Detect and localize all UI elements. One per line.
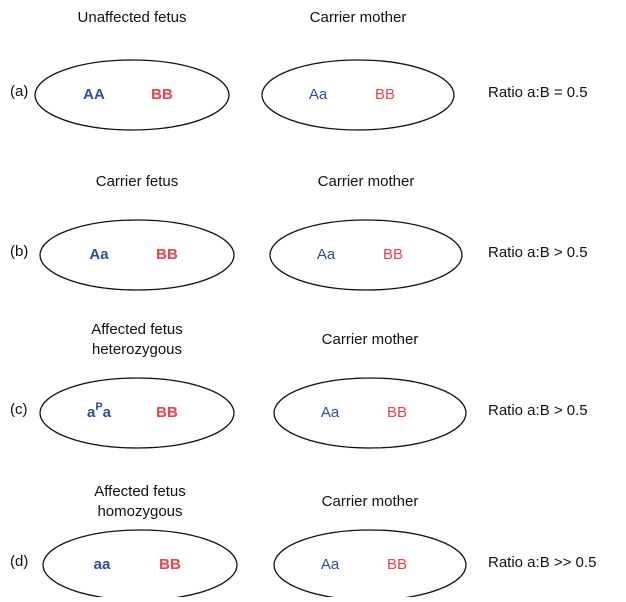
fetus-title: homozygous bbox=[97, 503, 182, 520]
fetus-other: BB bbox=[156, 404, 178, 421]
row-label: (d) bbox=[10, 553, 28, 570]
fetus-cell bbox=[34, 59, 230, 131]
fetus-genotype: aPa bbox=[87, 401, 112, 421]
row: (d) Affected fetus homozygous Carrier mothe… bbox=[10, 483, 596, 601]
mother-genotype: Aa bbox=[317, 246, 336, 263]
ratio: Ratio a:B > 0.5 bbox=[488, 402, 588, 419]
ratio: Ratio a:B = 0.5 bbox=[488, 84, 588, 101]
fetus-title: Carrier fetus bbox=[96, 173, 179, 190]
mother-title: Carrier mother bbox=[322, 493, 419, 510]
fetus-cell bbox=[39, 219, 235, 291]
mother-cell bbox=[269, 219, 463, 291]
fetus-other: BB bbox=[156, 246, 178, 263]
mother-cell bbox=[273, 529, 467, 601]
mother-other: BB bbox=[383, 246, 403, 263]
fetus-cell bbox=[42, 529, 238, 601]
fetus-cell bbox=[39, 377, 235, 449]
fetus-other: BB bbox=[151, 86, 173, 103]
row-label: (b) bbox=[10, 243, 28, 260]
fetus-title: Affected fetus bbox=[91, 321, 182, 338]
allele: a bbox=[103, 404, 112, 421]
ratio: Ratio a:B > 0.5 bbox=[488, 244, 588, 261]
mother-title: Carrier mother bbox=[318, 173, 415, 190]
row: (c) Affected fetus heterozygous Carrier mot… bbox=[10, 321, 588, 449]
ratio: Ratio a:B >> 0.5 bbox=[488, 554, 596, 571]
fetus-genotype: AA bbox=[83, 86, 105, 103]
row: (b) Carrier fetus Carrier mother Aa BB Aa BB Ra… bbox=[10, 173, 588, 291]
fetus-genotype: Aa bbox=[89, 246, 109, 263]
mother-other: BB bbox=[375, 86, 395, 103]
mother-genotype: Aa bbox=[309, 86, 328, 103]
mother-title: Carrier mother bbox=[310, 9, 407, 26]
mother-cell bbox=[261, 59, 455, 131]
allele: a bbox=[87, 404, 96, 421]
row: (a) Unaffected fetus Carrier mother AA BB Aa B… bbox=[10, 9, 588, 131]
fetus-title: heterozygous bbox=[92, 341, 182, 358]
fetus-other: BB bbox=[159, 556, 181, 573]
mother-title: Carrier mother bbox=[322, 331, 419, 348]
fetus-genotype: aa bbox=[94, 556, 111, 573]
mother-other: BB bbox=[387, 556, 407, 573]
fetus-title: Unaffected fetus bbox=[78, 9, 187, 26]
mother-cell bbox=[273, 377, 467, 449]
row-label: (a) bbox=[10, 83, 28, 100]
mother-genotype: Aa bbox=[321, 404, 340, 421]
mother-other: BB bbox=[387, 404, 407, 421]
row-label: (c) bbox=[10, 401, 28, 418]
fetus-title: Affected fetus bbox=[94, 483, 185, 500]
allele-superscript: P bbox=[95, 401, 102, 413]
mother-genotype: Aa bbox=[321, 556, 340, 573]
